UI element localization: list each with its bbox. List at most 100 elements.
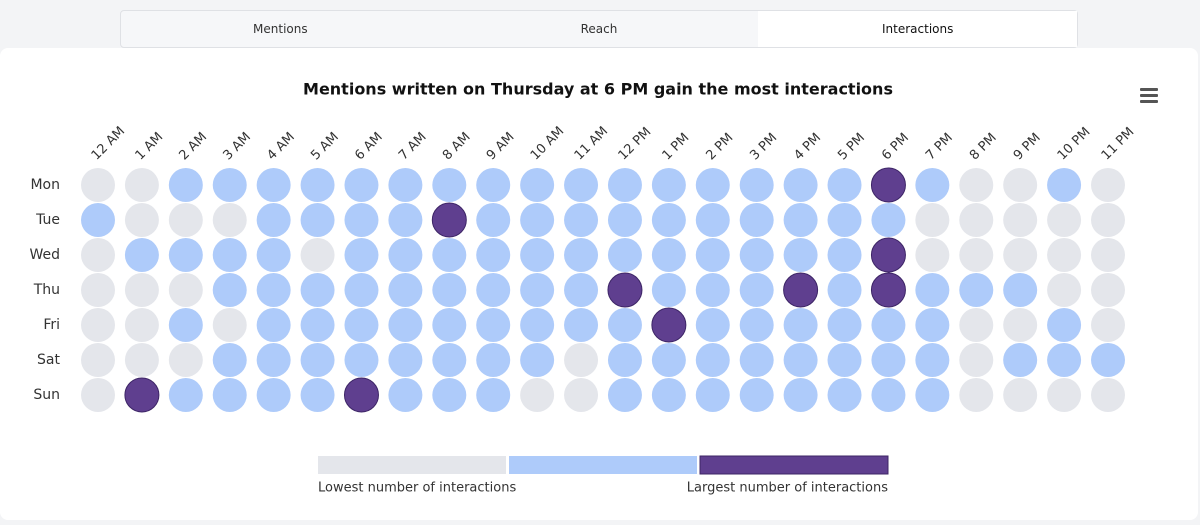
y-tick-label: Mon (30, 177, 60, 193)
heat-cell (783, 343, 818, 377)
heat-cell (915, 378, 950, 412)
heat-cell (256, 378, 291, 412)
heat-cell (388, 378, 423, 412)
heat-cell (168, 378, 203, 412)
heat-cell (1091, 203, 1125, 237)
heat-cell (915, 203, 950, 237)
heat-cell (256, 238, 291, 272)
heat-cell (1091, 308, 1125, 342)
heat-cell (124, 203, 159, 237)
heat-cell (344, 308, 379, 342)
heat-cell (520, 203, 555, 237)
heat-cell (871, 203, 906, 237)
x-tick-label: 10 AM (528, 124, 567, 163)
heat-cell (212, 238, 247, 272)
heat-cell (432, 378, 467, 412)
y-tick-label: Fri (43, 317, 60, 333)
heat-cell (695, 343, 730, 377)
heat-cell (739, 203, 774, 237)
heat-cell (300, 378, 335, 412)
heat-cell (959, 168, 994, 202)
heat-cell (432, 168, 467, 202)
heat-cell (476, 168, 511, 202)
heat-cell (81, 308, 115, 342)
heat-cell (520, 168, 555, 202)
heat-cell (1047, 273, 1082, 307)
heat-cell (300, 273, 335, 307)
heat-cell (168, 343, 203, 377)
heat-cell (432, 273, 467, 307)
heat-cell (871, 378, 906, 412)
heat-cell (827, 273, 862, 307)
tab[interactable]: Reach (580, 22, 618, 36)
heat-cell (476, 238, 511, 272)
heat-cell (827, 343, 862, 377)
x-tick-label: 11 AM (572, 124, 611, 163)
x-tick-label: 3 PM (747, 130, 780, 163)
heat-cell (81, 168, 115, 202)
heat-cell (124, 343, 159, 377)
y-tick-label: Sat (37, 352, 60, 368)
menu-button[interactable] (1136, 84, 1162, 106)
heat-cell (1003, 238, 1038, 272)
heat-cell (388, 308, 423, 342)
heat-cell (256, 168, 291, 202)
heat-cell (651, 307, 687, 343)
heat-cell (607, 203, 642, 237)
x-tick-label: 10 PM (1055, 125, 1094, 164)
heat-cell (783, 238, 818, 272)
heat-cell (695, 168, 730, 202)
heat-cell (300, 343, 335, 377)
heat-cell (388, 343, 423, 377)
heat-cell (607, 168, 642, 202)
heat-cell (827, 378, 862, 412)
heat-cell (1047, 343, 1082, 377)
heat-cell (1091, 238, 1125, 272)
heat-cell (1047, 238, 1082, 272)
heat-cell (1091, 343, 1125, 377)
heat-cell (564, 168, 599, 202)
heat-cell (959, 203, 994, 237)
tab[interactable]: Mentions (253, 22, 308, 36)
x-tick-label: 4 AM (264, 130, 298, 164)
x-tick-label: 7 PM (923, 130, 956, 163)
heat-cell (739, 378, 774, 412)
heat-cell (256, 343, 291, 377)
heat-cell (739, 238, 774, 272)
heat-cell (564, 238, 599, 272)
x-tick-label: 3 AM (220, 130, 254, 164)
heat-cell (783, 308, 818, 342)
tab[interactable]: Interactions (758, 11, 1078, 47)
heat-cell (168, 273, 203, 307)
heat-cell (212, 378, 247, 412)
heat-cell (300, 308, 335, 342)
heat-cell (1091, 273, 1125, 307)
heat-cell (1003, 168, 1038, 202)
x-tick-label: 2 AM (177, 130, 211, 164)
x-tick-label: 12 AM (89, 124, 128, 163)
heat-cell (124, 238, 159, 272)
heat-cell (124, 273, 159, 307)
x-tick-label: 12 PM (616, 125, 655, 164)
heat-cell (124, 308, 159, 342)
heat-cell (607, 308, 642, 342)
heat-cell (81, 273, 115, 307)
heat-cell (695, 273, 730, 307)
x-tick-label: 6 PM (879, 130, 912, 163)
tab-bar: Mentions Reach Interactions (120, 10, 1078, 48)
heat-cell (607, 272, 643, 308)
heat-cell (81, 378, 115, 412)
heat-cell (1003, 343, 1038, 377)
heat-cell (870, 237, 906, 273)
menu-icon-line (1140, 88, 1158, 91)
heat-cell (343, 377, 379, 413)
heat-cell (1091, 168, 1125, 202)
heat-cell (871, 308, 906, 342)
heat-cell (431, 202, 467, 238)
heat-cell (520, 343, 555, 377)
heat-cell (344, 168, 379, 202)
heat-cell (520, 308, 555, 342)
heat-cell (739, 308, 774, 342)
heat-cell (870, 167, 906, 203)
